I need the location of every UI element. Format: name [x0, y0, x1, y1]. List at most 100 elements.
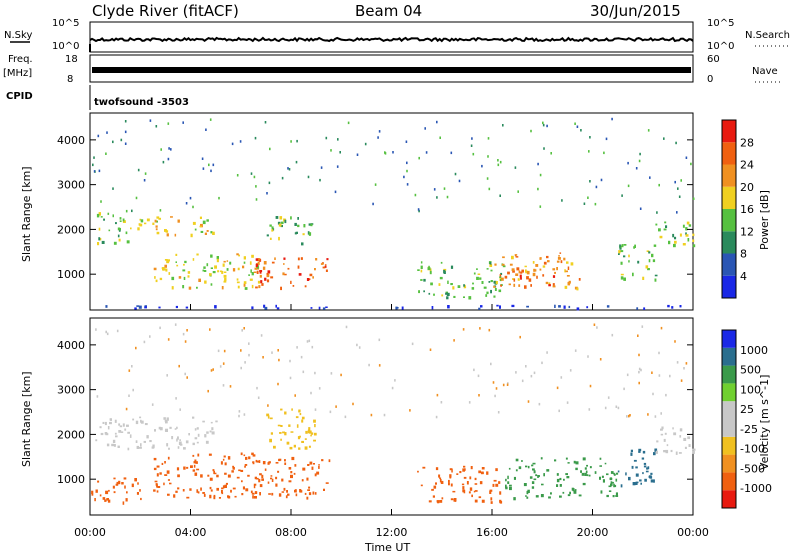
range-cell [493, 285, 496, 288]
range-cell [299, 413, 302, 416]
range-cell [200, 474, 203, 478]
range-cell [296, 424, 299, 428]
range-cell [113, 477, 116, 480]
range-cell [653, 452, 656, 456]
range-cell [119, 220, 122, 222]
range-cell [189, 196, 192, 200]
range-cell [514, 166, 517, 169]
range-cell [663, 450, 666, 453]
range-cell [232, 268, 236, 272]
range-cell [499, 194, 501, 197]
range-cell [126, 424, 129, 427]
range-cell [548, 282, 551, 285]
range-cell [692, 450, 695, 454]
range-cell [440, 480, 444, 484]
range-cell [472, 152, 475, 156]
range-cell [637, 334, 639, 337]
range-cell [439, 276, 443, 280]
range-cell [462, 489, 465, 493]
range-cell [268, 493, 271, 495]
range-cell [156, 484, 158, 488]
range-cell [194, 228, 197, 231]
range-cell [335, 405, 337, 408]
range-cell [209, 430, 212, 433]
range-cell [311, 432, 314, 435]
range-cell [165, 420, 168, 424]
range-cell [140, 419, 142, 423]
range-cell [608, 490, 612, 492]
colorbar-tick-label: 100 [740, 383, 761, 396]
range-cell [238, 254, 240, 257]
range-cell [643, 462, 647, 465]
range-cell [208, 453, 212, 456]
range-cell [136, 492, 139, 495]
range-cell [264, 277, 267, 281]
range-cell [500, 272, 503, 275]
range-cell [507, 475, 509, 480]
range-cell [574, 349, 577, 352]
range-cell [144, 172, 147, 175]
range-cell [645, 265, 649, 269]
colorbar-swatch [722, 454, 736, 473]
range-cell [494, 263, 497, 266]
range-cell [626, 415, 628, 418]
range-cell [158, 306, 161, 309]
colorbar-swatch [722, 347, 736, 366]
range-cell [269, 237, 272, 240]
range-cell [692, 197, 695, 200]
range-cell [443, 187, 446, 190]
range-cell [194, 437, 198, 440]
range-cell [304, 446, 308, 450]
range-cell [542, 123, 545, 127]
range-cell [250, 490, 253, 494]
range-cell [109, 421, 112, 425]
range-cell [200, 230, 204, 233]
colorbar-swatch [722, 231, 736, 254]
range-cell [263, 304, 266, 308]
range-cell [656, 440, 659, 443]
range-cell [648, 251, 651, 254]
range-cell [406, 183, 409, 186]
range-cell [262, 356, 264, 359]
range-cell [552, 268, 556, 271]
range-cell [183, 276, 186, 280]
range-cell [570, 262, 574, 266]
range-cell [674, 236, 677, 240]
range-cell [186, 496, 190, 499]
range-cell [392, 151, 394, 154]
range-cell [222, 362, 225, 365]
range-cell [502, 256, 505, 259]
range-cell [301, 479, 304, 482]
range-cell [406, 161, 408, 165]
range-cell [358, 346, 361, 349]
range-cell [275, 483, 278, 487]
colorbar-swatch [722, 383, 736, 402]
range-cell [153, 457, 157, 461]
freq-panel: Freq. [MHz] 18 8 60 0 Nave [3, 54, 780, 85]
range-cell [474, 499, 478, 503]
range-cell [137, 168, 140, 172]
range-cell [240, 469, 244, 472]
range-cell [490, 501, 493, 504]
range-cell [146, 218, 150, 222]
range-cell [279, 216, 283, 220]
range-cell [284, 462, 287, 465]
range-cell [559, 252, 562, 254]
range-cell [184, 340, 187, 343]
range-cell [308, 445, 311, 448]
nsky-tick-top: 10^5 [52, 18, 79, 29]
range-cell [499, 501, 503, 504]
range-cell [177, 219, 180, 223]
range-cell [278, 223, 282, 227]
range-cell [473, 490, 476, 493]
range-cell [259, 473, 262, 476]
range-cell [251, 254, 254, 258]
nsky-label: N.Sky [4, 30, 32, 41]
range-cell [318, 387, 321, 390]
range-cell [692, 233, 695, 237]
range-cell [654, 274, 658, 277]
range-cell [540, 457, 543, 460]
range-cell [453, 499, 456, 502]
range-cell [120, 431, 124, 433]
range-cell [439, 136, 441, 139]
